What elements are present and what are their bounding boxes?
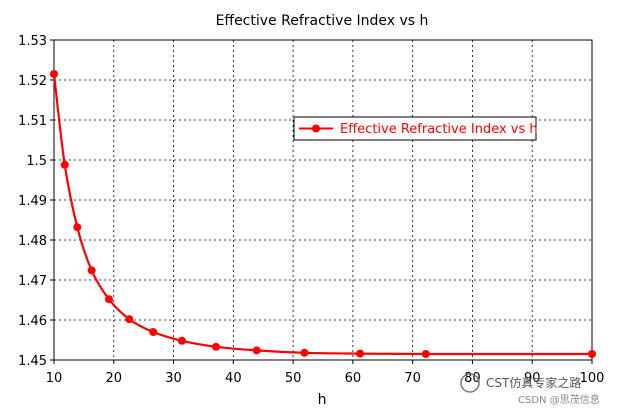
series-group — [50, 70, 596, 358]
x-tick-label: 90 — [524, 371, 541, 386]
y-tick-label: 1.49 — [18, 194, 47, 209]
watermark-sub: CSDN @思茂信息 — [518, 393, 600, 406]
x-tick-label: 40 — [225, 371, 242, 386]
wechat-icon — [460, 373, 480, 393]
x-tick-label: 100 — [580, 371, 605, 386]
data-point — [50, 70, 58, 78]
x-axis-label: h — [318, 392, 327, 408]
data-point — [421, 350, 430, 358]
watermark-main: CST仿真专家之路 — [486, 375, 581, 390]
data-point — [300, 348, 309, 357]
data-point — [211, 342, 220, 351]
x-tick-label: 30 — [165, 371, 182, 386]
x-tick-label: 50 — [285, 371, 302, 386]
watermark: CST仿真专家之路 CSDN @思茂信息 — [460, 373, 600, 406]
x-tick-label: 60 — [345, 371, 362, 386]
x-tick-label: 20 — [106, 371, 123, 386]
y-tick-label: 1.48 — [18, 234, 47, 249]
x-tick-label: 10 — [46, 371, 63, 386]
x-axis: 10 20 30 40 50 60 70 80 90 100 — [46, 360, 605, 386]
legend: Effective Refractive Index vs h — [293, 116, 538, 141]
data-point — [177, 336, 186, 345]
data-point — [87, 266, 96, 275]
data-point — [60, 160, 69, 169]
y-tick-label: 1.47 — [18, 274, 47, 289]
y-tick-label: 1.53 — [18, 34, 47, 49]
legend-entry: Effective Refractive Index vs h — [340, 122, 538, 137]
legend-marker — [312, 124, 320, 133]
data-point — [149, 328, 158, 336]
chart-title: Effective Refractive Index vs h — [216, 13, 429, 29]
data-point — [104, 295, 113, 304]
data-point — [588, 350, 596, 358]
data-point — [356, 349, 365, 358]
data-point — [73, 223, 82, 232]
y-tick-label: 1.45 — [18, 354, 47, 369]
grid — [54, 40, 592, 360]
y-tick-label: 1.46 — [18, 314, 47, 329]
y-tick-label: 1.52 — [18, 74, 47, 89]
y-tick-label: 1.51 — [18, 114, 47, 129]
data-point — [252, 346, 261, 355]
data-point — [125, 315, 134, 324]
y-tick-label: 1.5 — [26, 154, 47, 169]
x-tick-label: 70 — [404, 371, 421, 386]
y-axis: 1.45 1.46 1.47 1.48 1.49 1.5 1.51 1.52 1.53 — [18, 34, 54, 369]
legend-box — [293, 116, 537, 141]
